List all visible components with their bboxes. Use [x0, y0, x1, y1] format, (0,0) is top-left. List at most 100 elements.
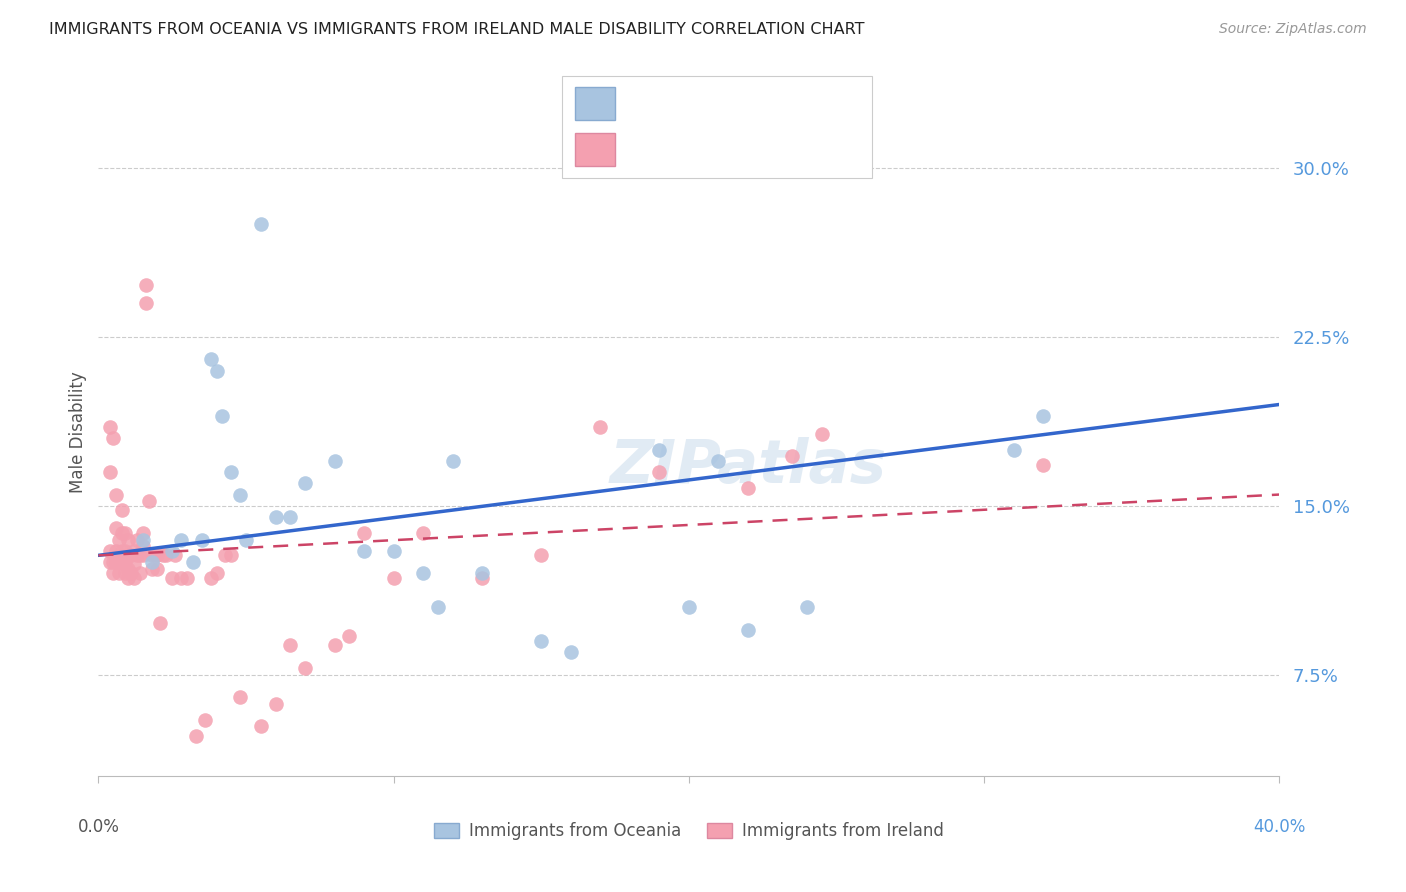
Text: N =: N = — [748, 142, 794, 157]
Point — [737, 481, 759, 495]
Point — [229, 690, 252, 705]
Point — [111, 555, 134, 569]
Point — [98, 555, 121, 569]
Point — [117, 533, 139, 547]
Point — [278, 639, 302, 653]
Point — [117, 562, 139, 576]
Point — [323, 454, 346, 468]
Point — [114, 544, 136, 558]
Point — [170, 571, 193, 585]
Point — [589, 420, 612, 434]
Point — [117, 571, 139, 585]
Point — [235, 533, 257, 547]
Text: ZIPatlas: ZIPatlas — [609, 437, 887, 497]
Point — [120, 549, 142, 563]
Point — [796, 600, 818, 615]
Point — [162, 571, 183, 585]
Point — [1002, 442, 1025, 457]
Point — [1032, 458, 1054, 473]
Point — [146, 562, 169, 576]
Point — [250, 719, 273, 733]
Point — [707, 454, 730, 468]
Point — [108, 566, 131, 581]
Point — [219, 549, 242, 563]
Legend: Immigrants from Oceania, Immigrants from Ireland: Immigrants from Oceania, Immigrants from… — [427, 815, 950, 847]
Text: Source: ZipAtlas.com: Source: ZipAtlas.com — [1219, 22, 1367, 37]
Point — [1032, 409, 1054, 423]
Point — [105, 555, 128, 569]
Point — [294, 476, 316, 491]
FancyBboxPatch shape — [575, 133, 614, 166]
Point — [200, 352, 222, 367]
Point — [111, 544, 134, 558]
Point — [98, 544, 121, 558]
Point — [135, 296, 157, 310]
Point — [382, 571, 405, 585]
Point — [412, 566, 434, 581]
Point — [181, 555, 204, 569]
Point — [122, 558, 145, 572]
Point — [471, 571, 494, 585]
Point — [530, 634, 553, 648]
Y-axis label: Male Disability: Male Disability — [69, 372, 87, 493]
Point — [205, 566, 228, 581]
Point — [141, 562, 163, 576]
Point — [108, 555, 131, 569]
Point — [427, 600, 450, 615]
Point — [146, 549, 169, 563]
Point — [170, 533, 193, 547]
Text: 77: 77 — [790, 142, 810, 157]
Point — [560, 645, 582, 659]
FancyBboxPatch shape — [575, 87, 614, 120]
Point — [353, 525, 375, 540]
Point — [128, 549, 150, 563]
Point — [264, 510, 287, 524]
Point — [152, 549, 174, 563]
Point — [353, 544, 375, 558]
Text: 0.0%: 0.0% — [77, 818, 120, 836]
Point — [250, 217, 273, 231]
Point — [98, 465, 121, 479]
Point — [98, 420, 121, 434]
Point — [120, 566, 142, 581]
Point — [111, 503, 134, 517]
Point — [165, 549, 187, 563]
Point — [149, 615, 172, 630]
Point — [264, 697, 287, 711]
Point — [229, 487, 252, 501]
Point — [441, 454, 464, 468]
Point — [810, 426, 832, 441]
Point — [125, 549, 148, 563]
Point — [211, 409, 233, 423]
Point — [648, 442, 671, 457]
Text: R =: R = — [630, 142, 671, 157]
Point — [678, 600, 700, 615]
Point — [782, 450, 804, 464]
Point — [103, 555, 125, 569]
Point — [648, 465, 671, 479]
Text: 32: 32 — [790, 96, 810, 111]
Point — [117, 549, 139, 563]
Text: 0.083: 0.083 — [681, 142, 725, 157]
Point — [471, 566, 494, 581]
Point — [194, 713, 217, 727]
Point — [132, 549, 155, 563]
FancyBboxPatch shape — [562, 76, 872, 178]
Point — [141, 549, 163, 563]
Point — [111, 525, 134, 540]
Point — [323, 639, 346, 653]
Point — [125, 533, 148, 547]
Point — [141, 555, 163, 569]
Point — [132, 539, 155, 553]
Point — [337, 629, 360, 643]
Point — [103, 431, 125, 445]
Point — [176, 571, 198, 585]
Point — [105, 544, 128, 558]
Point — [219, 465, 242, 479]
Point — [191, 533, 214, 547]
Point — [108, 533, 131, 547]
Point — [737, 623, 759, 637]
Point — [155, 549, 177, 563]
Text: 0.221: 0.221 — [681, 96, 725, 111]
Point — [103, 566, 125, 581]
